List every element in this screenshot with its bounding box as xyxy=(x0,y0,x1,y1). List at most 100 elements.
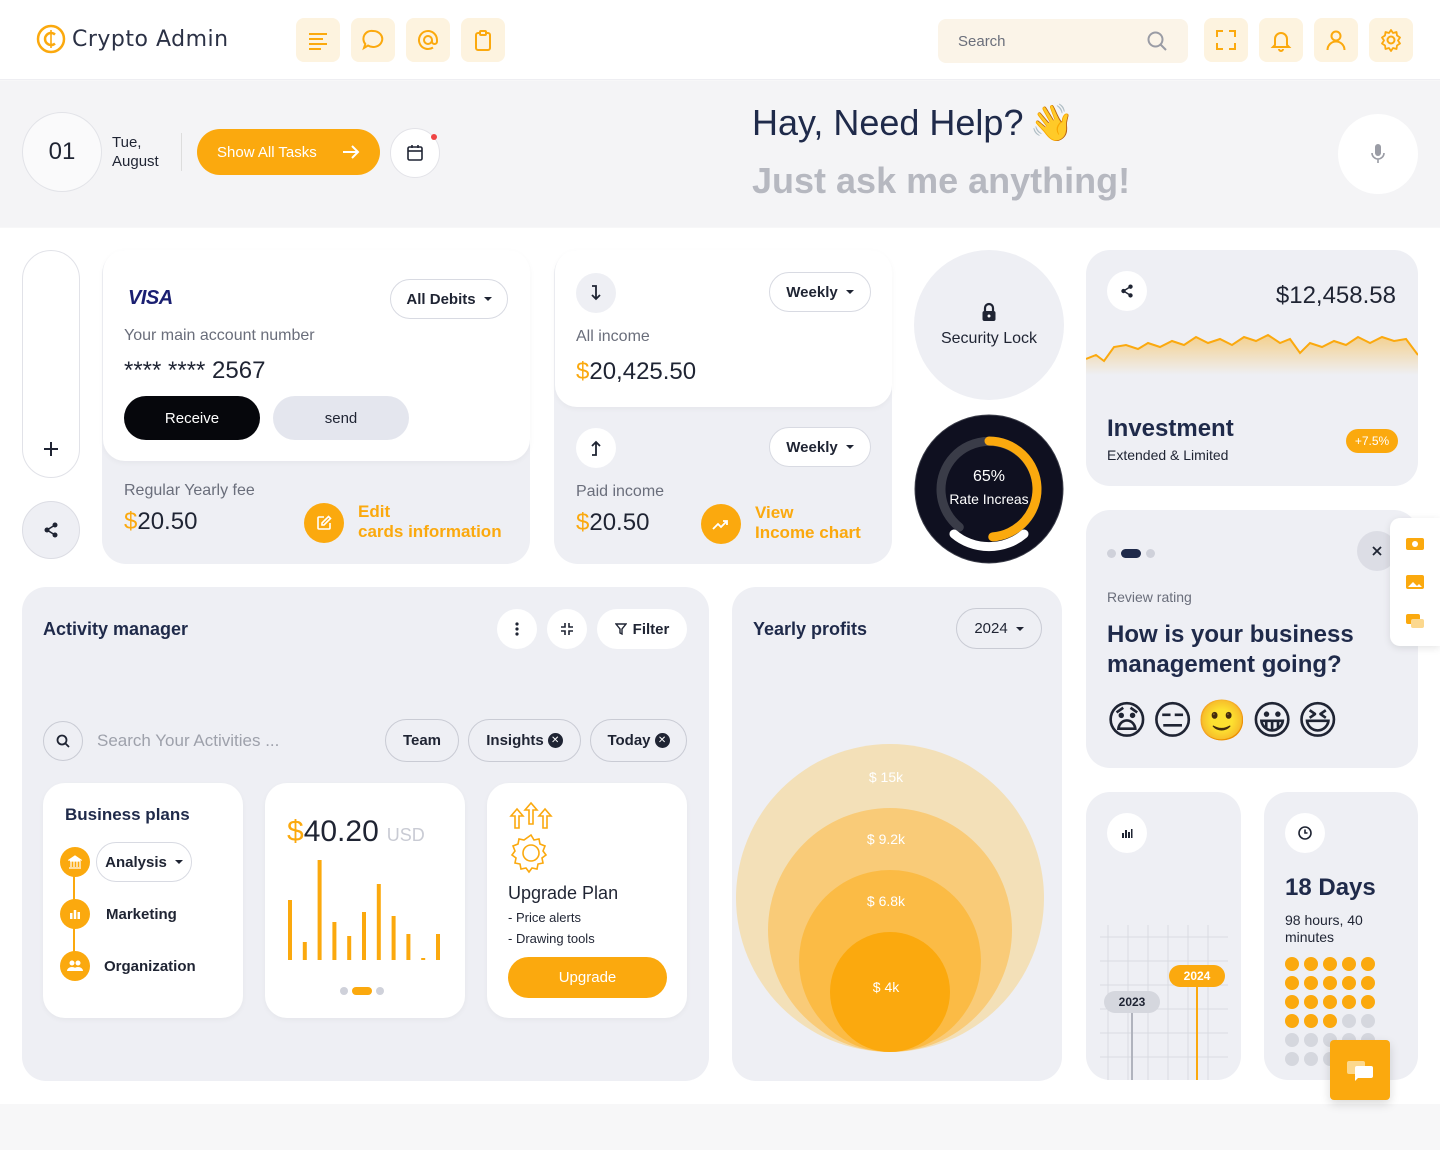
fee-value: 20.50 xyxy=(137,508,198,535)
mail-button[interactable] xyxy=(406,18,450,62)
emoji-option[interactable]: 😧 xyxy=(1106,699,1148,743)
income-icon-badge xyxy=(576,273,616,313)
paid-value: 20.50 xyxy=(589,509,650,536)
income-period-dropdown[interactable]: Weekly xyxy=(769,272,871,312)
search-input[interactable]: Search xyxy=(958,32,1006,50)
filter-button[interactable]: Filter xyxy=(597,609,687,649)
fullscreen-button[interactable] xyxy=(1204,18,1248,62)
profile-button[interactable] xyxy=(1314,18,1358,62)
emoji-option[interactable]: 😑 xyxy=(1151,699,1194,743)
emoji-option[interactable]: 😀 xyxy=(1251,699,1293,743)
marketing-item[interactable]: Marketing xyxy=(106,906,177,923)
share-icon xyxy=(1121,284,1133,298)
voice-button[interactable] xyxy=(1338,114,1418,194)
waving-hand-icon: 👋 xyxy=(1029,102,1075,143)
year-dropdown[interactable]: 2024 xyxy=(956,608,1042,649)
bar-chart-icon xyxy=(1122,829,1133,838)
activity-search-button[interactable] xyxy=(43,721,83,761)
day-dot xyxy=(1342,1014,1356,1028)
receive-button[interactable]: Receive xyxy=(124,396,260,440)
send-button[interactable]: send xyxy=(273,396,409,440)
business-plans-title: Business plans xyxy=(65,805,190,824)
chip-remove-icon[interactable]: ✕ xyxy=(547,733,563,748)
chat-bubbles-icon xyxy=(1347,1061,1373,1081)
organization-item[interactable]: Organization xyxy=(104,958,196,975)
search-box[interactable]: Search xyxy=(938,19,1188,63)
caret-down-icon xyxy=(845,290,854,294)
emoji-option[interactable]: 🙂 xyxy=(1197,699,1248,743)
chip-today-label: Today xyxy=(607,732,651,749)
day-dot xyxy=(1304,1052,1318,1066)
year-dropdown-label: 2024 xyxy=(974,620,1008,637)
emoji-option[interactable]: 😆 xyxy=(1296,699,1339,743)
view-chart-link[interactable]: View Income chart xyxy=(755,503,861,543)
chip-team[interactable]: Team xyxy=(385,719,459,762)
usd-pager[interactable] xyxy=(340,987,384,995)
chat-icon[interactable] xyxy=(1405,613,1425,629)
days-title: 18 Days xyxy=(1285,874,1376,901)
pager-dot[interactable] xyxy=(340,987,348,995)
microphone-icon xyxy=(1371,144,1385,163)
edit-card-link[interactable]: Edit cards information xyxy=(358,502,502,542)
notifications-button[interactable] xyxy=(1259,18,1303,62)
day-dot xyxy=(1323,1014,1337,1028)
plus-icon xyxy=(44,442,58,456)
add-button[interactable] xyxy=(36,434,66,464)
search-icon[interactable] xyxy=(1146,30,1168,52)
edit-icon xyxy=(317,515,332,530)
settings-button[interactable] xyxy=(1369,18,1413,62)
edit-card-button[interactable] xyxy=(304,503,344,543)
pager-dot-active[interactable] xyxy=(1121,549,1141,558)
paid-period-dropdown[interactable]: Weekly xyxy=(769,427,871,467)
security-lock[interactable]: Security Lock xyxy=(914,250,1064,400)
rate-gauge-chart xyxy=(914,414,1064,564)
share-button[interactable] xyxy=(22,501,80,559)
camera-icon[interactable] xyxy=(1405,535,1425,551)
upgrade-gear-icon xyxy=(509,801,553,874)
debits-dropdown[interactable]: All Debits xyxy=(390,279,508,319)
stats-button[interactable] xyxy=(1107,813,1147,853)
usd-bar-chart xyxy=(288,860,440,960)
clipboard-button[interactable] xyxy=(461,18,505,62)
clock-icon xyxy=(1298,826,1312,840)
view-chart-button[interactable] xyxy=(701,504,741,544)
pager-dot[interactable] xyxy=(1146,549,1155,558)
investment-share-button[interactable] xyxy=(1107,271,1147,311)
divider xyxy=(181,133,182,171)
usd-card xyxy=(265,783,465,1018)
more-vertical-icon xyxy=(515,622,519,636)
income-currency: $ xyxy=(576,358,590,385)
chip-remove-icon[interactable]: ✕ xyxy=(654,733,670,748)
paid-currency: $ xyxy=(576,509,590,536)
chip-insights[interactable]: Insights ✕ xyxy=(468,719,581,762)
review-question: How is your business management going? xyxy=(1107,621,1354,678)
show-all-tasks-button[interactable]: Show All Tasks xyxy=(197,129,380,175)
pager-dot-active[interactable] xyxy=(352,987,372,995)
analysis-dropdown[interactable]: Analysis xyxy=(96,842,192,882)
clock-button[interactable] xyxy=(1285,813,1325,853)
more-options-button[interactable] xyxy=(497,609,537,649)
investment-title: Investment xyxy=(1107,415,1234,442)
upgrade-button[interactable]: Upgrade xyxy=(508,957,667,998)
brand-logo[interactable]: Crypto Admin xyxy=(36,24,229,54)
rate-percent: 65% xyxy=(972,468,1006,485)
review-pager[interactable] xyxy=(1107,549,1155,558)
collapse-button[interactable] xyxy=(547,609,587,649)
chat-button[interactable] xyxy=(351,18,395,62)
chat-fab[interactable] xyxy=(1330,1040,1390,1100)
chip-today[interactable]: Today ✕ xyxy=(590,719,687,762)
menu-button[interactable] xyxy=(296,18,340,62)
help-title-text: Hay, Need Help? xyxy=(752,102,1024,143)
image-icon[interactable] xyxy=(1405,574,1425,590)
activity-search-input[interactable]: Search Your Activities ... xyxy=(97,731,280,750)
day-dot xyxy=(1285,1014,1299,1028)
pager-dot[interactable] xyxy=(376,987,384,995)
gear-icon xyxy=(1381,29,1401,52)
fullscreen-icon xyxy=(1216,30,1236,50)
upgrade-feature: - Drawing tools xyxy=(508,931,595,946)
profit-ring-label: $ 4k xyxy=(873,979,900,995)
paid-label: Paid income xyxy=(576,483,665,500)
usd-bar xyxy=(436,934,440,960)
notification-dot xyxy=(431,134,437,140)
pager-dot[interactable] xyxy=(1107,549,1116,558)
